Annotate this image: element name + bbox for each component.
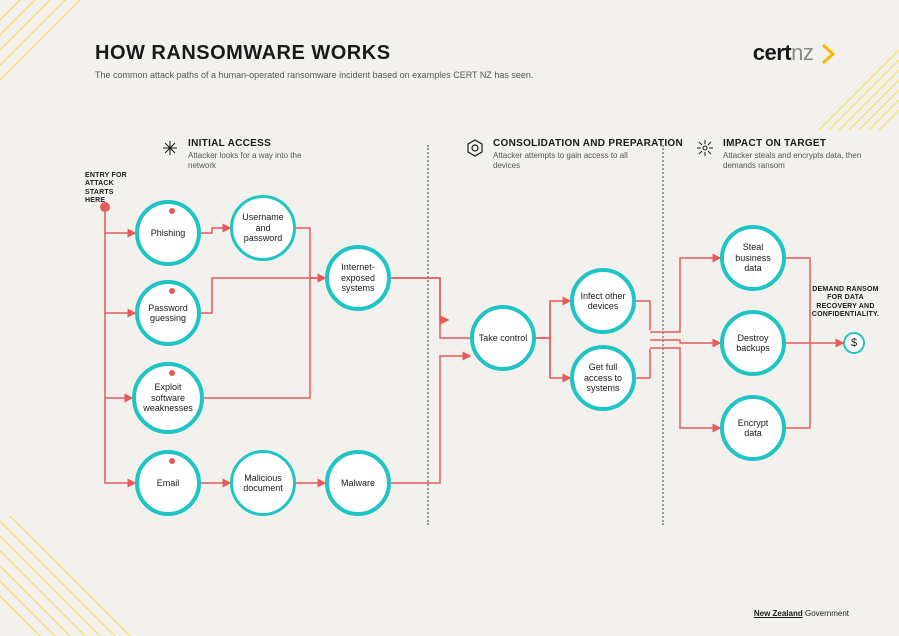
phase-desc: Attacker looks for a way into the networ… (188, 151, 328, 170)
node-maldoc: Malicious document (230, 450, 296, 516)
node-pwdguess: Password guessing (135, 280, 201, 346)
node-internet: Internet-exposed systems (325, 245, 391, 311)
footer-nz: New Zealand (754, 609, 803, 618)
node-label: Internet-exposed systems (333, 262, 383, 293)
node-label: Email (157, 478, 180, 488)
page-subtitle: The common attack paths of a human-opera… (95, 70, 533, 80)
page-title: HOW RANSOMWARE WORKS (95, 42, 391, 65)
logo-cert: cert (753, 40, 791, 65)
node-label: Infect other devices (578, 291, 628, 312)
node-fullaccess: Get full access to systems (570, 345, 636, 411)
entry-dot (100, 202, 110, 212)
node-label: Encrypt data (728, 418, 778, 439)
phase-header-initial: INITIAL ACCESS Attacker looks for a way i… (160, 138, 328, 170)
phase-title: IMPACT ON TARGET (723, 138, 863, 149)
footer: New Zealand Government (754, 609, 849, 618)
entry-label: ENTRY FOR ATTACK STARTS HERE (85, 172, 135, 206)
end-label: DEMAND RANSOM FOR DATA RECOVERY AND CONF… (808, 286, 883, 320)
node-label: Steal business data (728, 242, 778, 273)
node-label: Destroy backups (728, 333, 778, 354)
phase-separator (427, 145, 429, 525)
logo-chevron-icon (821, 43, 839, 65)
phase-icon (160, 138, 180, 158)
node-label: Password guessing (143, 303, 193, 324)
node-encrypt: Encrypt data (720, 395, 786, 461)
end-marker: $ (843, 332, 865, 354)
phase-title: CONSOLIDATION AND PREPARATION (493, 138, 683, 149)
logo-nz: nz (791, 40, 813, 65)
phase-icon (465, 138, 485, 158)
node-label: Malware (341, 478, 375, 488)
phase-title: INITIAL ACCESS (188, 138, 328, 149)
node-label: Malicious document (237, 473, 289, 494)
node-steal: Steal business data (720, 225, 786, 291)
node-inner-dot (169, 458, 175, 464)
node-label: Exploit software weaknesses (140, 382, 196, 413)
node-phishing: Phishing (135, 200, 201, 266)
phase-header-consolidation: CONSOLIDATION AND PREPARATION Attacker at… (465, 138, 683, 170)
node-inner-dot (169, 208, 175, 214)
dollar-icon: $ (851, 337, 857, 349)
decor-bottom-left (0, 516, 160, 636)
node-malware: Malware (325, 450, 391, 516)
footer-rest: Government (803, 609, 849, 618)
node-inner-dot (169, 288, 175, 294)
certnz-logo: certnz (753, 40, 839, 66)
phase-icon (695, 138, 715, 158)
phase-desc: Attacker steals and encrypts data, then … (723, 151, 863, 170)
node-userpass: Username and password (230, 195, 296, 261)
node-label: Phishing (151, 228, 186, 238)
node-exploit: Exploit software weaknesses (132, 362, 204, 434)
node-inner-dot (169, 370, 175, 376)
node-email: Email (135, 450, 201, 516)
node-label: Get full access to systems (578, 362, 628, 393)
phase-separator (662, 145, 664, 525)
node-label: Username and password (237, 212, 289, 243)
phase-desc: Attacker attempts to gain access to all … (493, 151, 633, 170)
node-destroy: Destroy backups (720, 310, 786, 376)
node-label: Take control (479, 333, 528, 343)
phase-header-impact: IMPACT ON TARGET Attacker steals and encr… (695, 138, 863, 170)
node-infect: Infect other devices (570, 268, 636, 334)
node-takecontrol: Take control (470, 305, 536, 371)
